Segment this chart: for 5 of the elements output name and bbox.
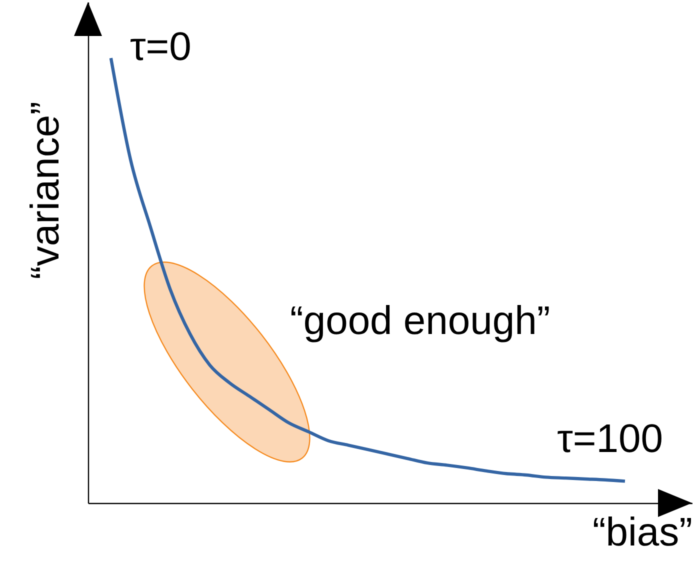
y-axis-title: “variance” [24, 102, 68, 280]
x-axis-title: “bias” [592, 510, 692, 554]
annotation: τ=0 [130, 25, 192, 69]
annotation: τ=100 [557, 417, 663, 461]
annotation: “good enough” [290, 299, 550, 343]
